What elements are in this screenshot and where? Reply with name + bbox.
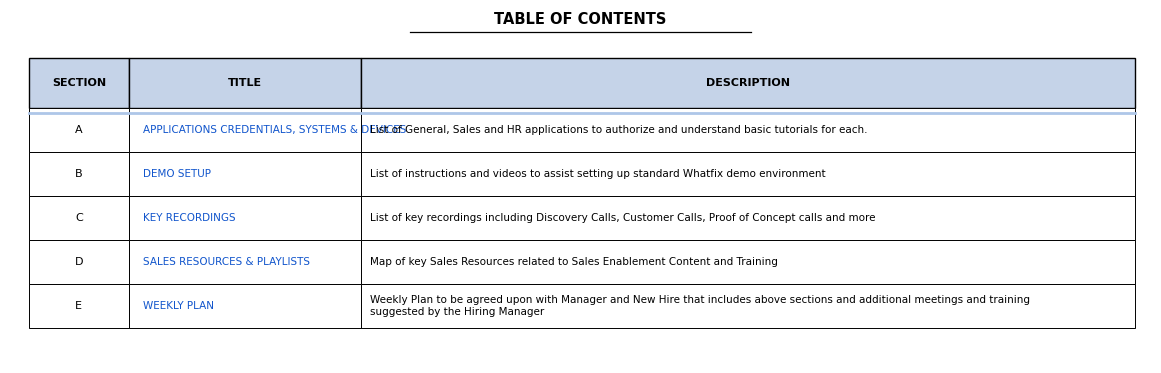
Text: WEEKLY PLAN: WEEKLY PLAN [143,301,214,311]
Text: TITLE: TITLE [228,78,262,88]
Bar [361,108,1135,152]
Text: SALES RESOURCES & PLAYLISTS: SALES RESOURCES & PLAYLISTS [143,257,310,267]
Bar [129,240,361,284]
Bar [129,152,361,196]
Text: E: E [75,301,82,311]
Bar [29,240,129,284]
Bar [361,58,1135,108]
Text: List of instructions and videos to assist setting up standard Whatfix demo envir: List of instructions and videos to assis… [370,169,825,179]
Bar [129,58,361,108]
Bar [29,58,129,108]
Text: KEY RECORDINGS: KEY RECORDINGS [143,213,236,223]
Text: D: D [74,257,84,267]
Text: DESCRIPTION: DESCRIPTION [706,78,791,88]
Bar [361,240,1135,284]
Bar [129,284,361,328]
Bar [361,284,1135,328]
Text: List of key recordings including Discovery Calls, Customer Calls, Proof of Conce: List of key recordings including Discove… [370,213,875,223]
Text: APPLICATIONS CREDENTIALS, SYSTEMS & DEVICES: APPLICATIONS CREDENTIALS, SYSTEMS & DEVI… [143,125,406,135]
Bar [29,284,129,328]
Text: A: A [75,125,82,135]
Text: DEMO SETUP: DEMO SETUP [143,169,210,179]
Bar [129,196,361,240]
Text: Weekly Plan to be agreed upon with Manager and New Hire that includes above sect: Weekly Plan to be agreed upon with Manag… [370,295,1030,317]
Bar [29,108,129,152]
Bar [129,108,361,152]
Text: C: C [75,213,82,223]
Bar [29,152,129,196]
Text: SECTION: SECTION [52,78,106,88]
Text: List of General, Sales and HR applications to authorize and understand basic tut: List of General, Sales and HR applicatio… [370,125,867,135]
Text: B: B [75,169,82,179]
Bar [361,196,1135,240]
Bar [29,196,129,240]
Bar [361,152,1135,196]
Text: TABLE OF CONTENTS: TABLE OF CONTENTS [495,12,666,27]
Text: Map of key Sales Resources related to Sales Enablement Content and Training: Map of key Sales Resources related to Sa… [370,257,778,267]
